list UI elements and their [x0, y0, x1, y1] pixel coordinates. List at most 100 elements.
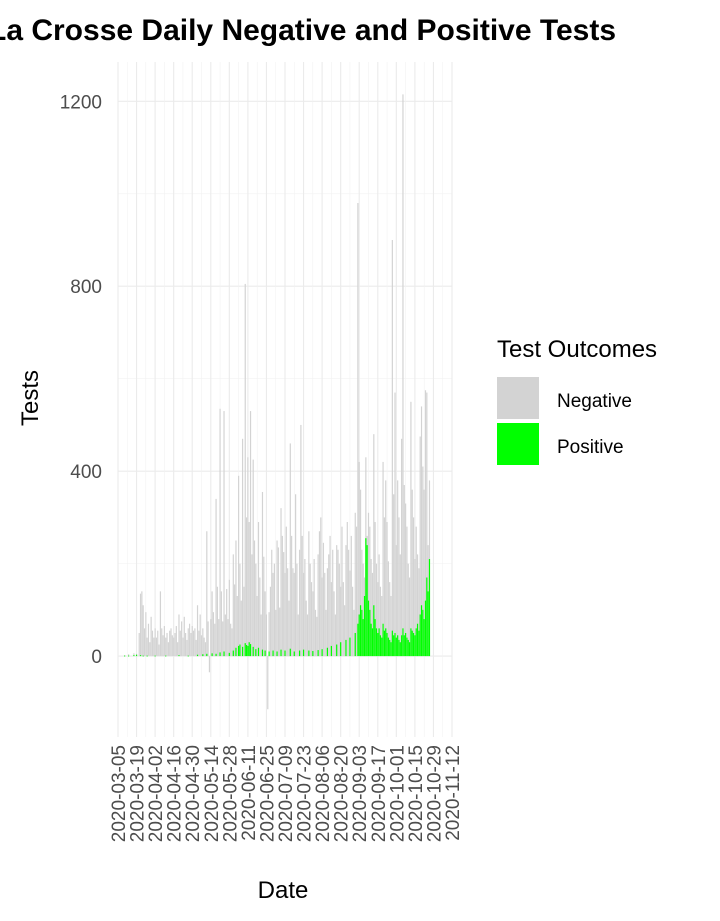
legend-swatch-positive [497, 423, 539, 465]
bar-negative [420, 406, 423, 657]
bar-negative [275, 609, 277, 657]
bar-negative [159, 591, 162, 657]
x-tick-label: 2020-10-15 [406, 745, 427, 842]
bar-negative [214, 623, 216, 657]
bar-positive [165, 655, 167, 657]
bar-positive [383, 630, 386, 657]
bar-negative [139, 593, 142, 657]
bar-positive [362, 619, 364, 657]
bar-negative [406, 526, 408, 657]
bar-positive [377, 632, 379, 657]
bar-negative [367, 512, 370, 657]
bar-negative [385, 480, 387, 657]
bar-negative [184, 632, 187, 657]
bar-negative [321, 577, 323, 657]
bar-positive [241, 646, 244, 657]
bar-positive [302, 649, 305, 657]
bar-negative [198, 630, 200, 657]
bar-negative [133, 653, 135, 657]
chart-title: La Crosse Daily Negative and Positive Te… [0, 14, 616, 47]
bar-negative [191, 626, 193, 657]
bar-negative [206, 531, 208, 657]
bar-negative [338, 563, 340, 657]
bar-negative [295, 494, 297, 657]
y-tick-label: 0 [91, 647, 102, 668]
bar-positive [403, 635, 405, 657]
bar-negative [260, 614, 262, 657]
bar-negative [178, 614, 180, 657]
bar-negative [403, 485, 405, 657]
bar-negative [174, 632, 176, 657]
bar-positive [428, 559, 431, 657]
bar-negative [249, 411, 252, 657]
bar-positive [187, 655, 189, 657]
bar-positive [418, 630, 420, 657]
legend-label-positive: Positive [557, 437, 624, 458]
bar-negative [183, 616, 185, 657]
bar-negative [196, 605, 199, 657]
bar-positive [387, 637, 389, 657]
y-tick-label: 400 [70, 462, 102, 483]
bar-negative [255, 563, 257, 657]
bar-negative [210, 619, 212, 657]
bar-negative [382, 461, 384, 657]
bar-negative [158, 644, 160, 657]
bar-negative [333, 591, 335, 657]
bar-positive [142, 655, 144, 657]
bar-negative [348, 549, 350, 657]
bar-negative [169, 630, 171, 657]
bar-negative [395, 545, 397, 657]
x-tick-label: 2020-07-09 [276, 745, 297, 842]
x-tick-label: 2020-04-02 [146, 745, 167, 842]
bar-negative [128, 654, 130, 657]
bar-negative [322, 542, 325, 657]
bar-positive [398, 639, 400, 657]
bar-negative [212, 612, 215, 657]
bar-negative [377, 582, 379, 657]
x-tick-label: 2020-06-11 [239, 745, 260, 841]
bar-negative [199, 614, 201, 657]
bar-positive [124, 655, 126, 657]
bar-negative [218, 619, 220, 657]
bar-negative [426, 392, 428, 657]
bar-negative [359, 489, 362, 657]
bar-negative [397, 480, 399, 657]
bar-negative [243, 586, 245, 657]
bar-positive [245, 644, 248, 657]
bar-negative [304, 559, 306, 657]
bar-positive [361, 609, 363, 657]
bar-negative [296, 563, 298, 657]
bar-negative [394, 392, 396, 657]
bar-positive [354, 632, 356, 657]
bar-positive [366, 545, 368, 657]
bar-negative [357, 203, 359, 657]
bar-positive [395, 637, 397, 657]
bar-positive [135, 654, 138, 657]
bar-negative [328, 554, 330, 657]
bar-positive [247, 645, 249, 657]
bar-positive [178, 655, 180, 657]
bar-positive [426, 577, 428, 657]
bar-negative [253, 540, 256, 657]
bar-negative [203, 637, 205, 657]
bar-negative [154, 628, 156, 657]
bar-negative [310, 582, 313, 657]
bar-negative [257, 522, 260, 657]
bar-positive [379, 635, 382, 657]
bar-negative [374, 522, 376, 657]
bar-negative [419, 436, 421, 657]
bar-positive [252, 646, 254, 657]
bar-negative [340, 586, 342, 657]
bar-negative [414, 559, 416, 657]
bar-negative [216, 586, 219, 657]
bar-negative [175, 626, 177, 657]
bar-positive [228, 652, 230, 657]
bar-negative [222, 621, 224, 657]
bar-negative [300, 424, 302, 657]
legend-label-negative: Negative [557, 391, 632, 412]
bar-negative [399, 554, 401, 657]
bar-negative [215, 498, 217, 657]
bar-negative [355, 526, 358, 657]
bar-negative [177, 642, 179, 657]
bar-negative [342, 582, 344, 657]
